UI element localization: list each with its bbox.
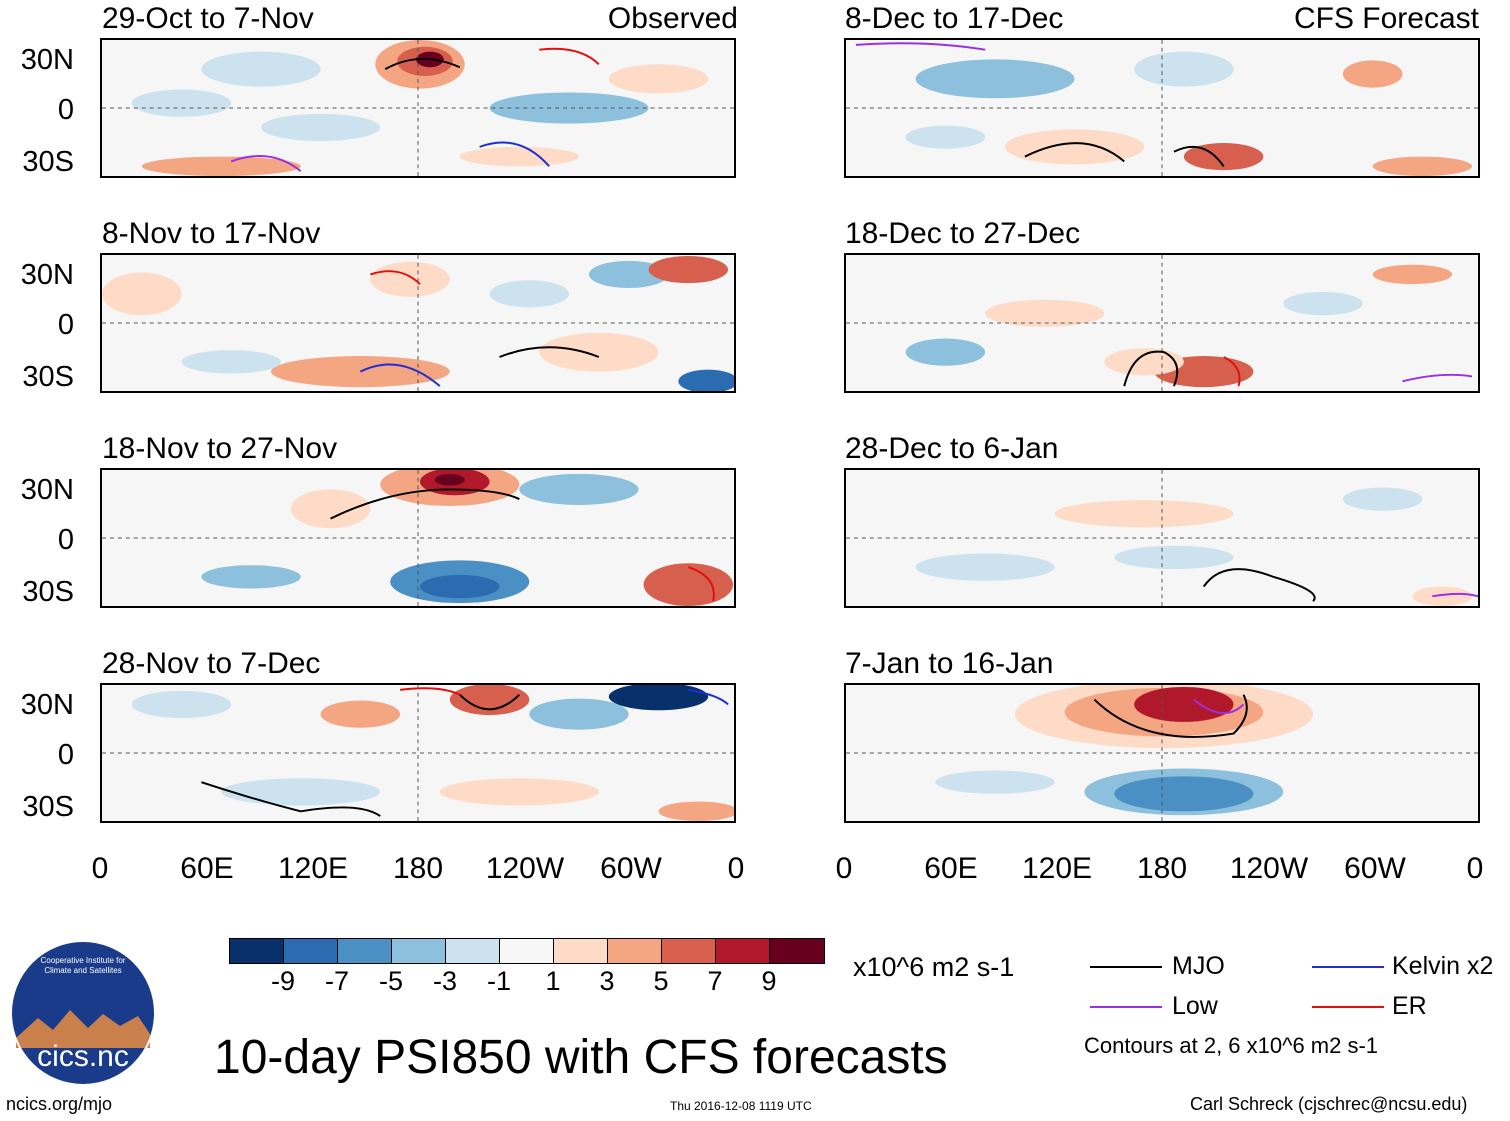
colorbar-swatch (392, 939, 446, 963)
colorbar-tick: -9 (270, 966, 295, 996)
x-tick: 120W (485, 852, 565, 885)
colorbar-swatch (554, 939, 608, 963)
colorbar-swatch (608, 939, 662, 963)
colorbar-tick: 7 (707, 966, 723, 996)
colorbar-swatch (446, 939, 500, 963)
map-panel (844, 38, 1480, 178)
map-panel (100, 253, 736, 393)
y-tick: 0 (57, 309, 74, 341)
y-tick: 0 (57, 94, 74, 126)
colorbar (229, 938, 825, 964)
colorbar-swatch (716, 939, 770, 963)
panel-title: 28-Nov to 7-Dec (102, 647, 321, 680)
colorbar-tick: -7 (324, 966, 349, 996)
x-tick: 120E (277, 852, 349, 885)
panel-title: 18-Nov to 27-Nov (102, 432, 338, 465)
y-tick: 30S (22, 146, 74, 178)
logo-ring-text: Cooperative Institute for Climate and Sa… (40, 956, 126, 975)
y-tick: 30S (22, 576, 74, 608)
x-tick: 0 (1466, 852, 1484, 885)
colorbar-swatch (500, 939, 554, 963)
contour-note: Contours at 2, 6 x10^6 m2 s-1 (1084, 1033, 1379, 1058)
colorbar-tick: 5 (653, 966, 669, 996)
legend-label-mjo: MJO (1172, 952, 1225, 980)
y-tick: 0 (57, 739, 74, 771)
colorbar-tick: 9 (761, 966, 777, 996)
colorbar-swatch (770, 939, 824, 963)
y-tick: 30N (20, 689, 74, 721)
panel-title: 18-Dec to 27-Dec (845, 217, 1081, 250)
figure-title: 10-day PSI850 with CFS forecasts (214, 1031, 948, 1084)
x-tick: 60E (180, 852, 234, 885)
map-panel (844, 253, 1480, 393)
map-panel (844, 468, 1480, 608)
panel-title: 28-Dec to 6-Jan (845, 432, 1059, 465)
legend-label-low: Low (1172, 992, 1218, 1020)
map-panel (100, 468, 736, 608)
panel-title: 8-Nov to 17-Nov (102, 217, 321, 250)
x-tick: 180 (1136, 852, 1188, 885)
footer-timestamp: Thu 2016-12-08 1119 UTC (670, 1099, 812, 1113)
map-panel (844, 683, 1480, 823)
colorbar-swatch (284, 939, 338, 963)
legend-line-low (1090, 1006, 1162, 1008)
legend-line-mjo (1090, 966, 1162, 968)
colorbar-swatch (662, 939, 716, 963)
colorbar-tick: -3 (432, 966, 457, 996)
colorbar-swatch (230, 939, 284, 963)
colorbar-tick: -5 (378, 966, 403, 996)
x-tick: 0 (835, 852, 853, 885)
y-tick: 30N (20, 474, 74, 506)
colorbar-swatch (338, 939, 392, 963)
panel-label-forecast: CFS Forecast (1293, 2, 1479, 35)
panel-label-observed: Observed (607, 2, 738, 35)
colorbar-tick: 1 (545, 966, 561, 996)
colorbar-units: x10^6 m2 s-1 (853, 952, 1015, 982)
x-tick: 60W (600, 852, 662, 885)
panel-title: 7-Jan to 16-Jan (845, 647, 1054, 680)
map-panel (100, 38, 736, 178)
y-tick: 30S (22, 361, 74, 393)
y-tick: 30N (20, 259, 74, 291)
colorbar-tick: 3 (599, 966, 615, 996)
map-panel (100, 683, 736, 823)
logo-text: cics.nc (37, 1040, 129, 1073)
legend-label-er: ER (1392, 992, 1427, 1020)
x-tick: 60W (1344, 852, 1406, 885)
colorbar-tick: -1 (486, 966, 511, 996)
legend-label-kelvin: Kelvin x2 (1392, 952, 1494, 980)
footer-author: Carl Schreck (cjschrec@ncsu.edu) (1190, 1094, 1468, 1114)
panel-title: 29-Oct to 7-Nov (102, 2, 314, 35)
x-tick: 60E (924, 852, 978, 885)
legend-line-kelvin (1312, 966, 1384, 968)
x-tick: 180 (392, 852, 444, 885)
footer-link[interactable]: ncics.org/mjo (6, 1094, 113, 1114)
y-tick: 30S (22, 791, 74, 823)
panel-title: 8-Dec to 17-Dec (845, 2, 1064, 35)
logo-mountains (16, 1010, 150, 1048)
x-tick: 120E (1021, 852, 1093, 885)
y-tick: 0 (57, 524, 74, 556)
cics-logo: Cooperative Institute for Climate and Sa… (8, 938, 158, 1088)
logo-disc (11, 941, 155, 1085)
y-tick: 30N (20, 44, 74, 76)
x-tick: 0 (727, 852, 745, 885)
legend-line-er (1312, 1006, 1384, 1008)
x-tick: 120W (1229, 852, 1309, 885)
x-tick: 0 (91, 852, 109, 885)
